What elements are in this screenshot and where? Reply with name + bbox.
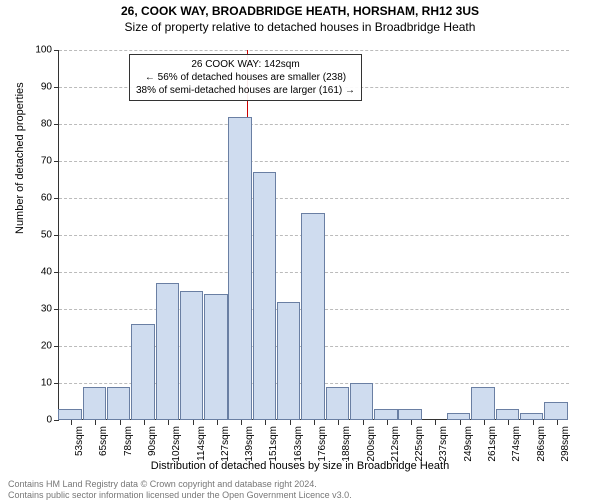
x-tick [95,420,96,425]
x-tick [71,420,72,425]
x-tick [290,420,291,425]
x-tick-label: 261sqm [487,426,498,462]
y-tick-label: 40 [22,267,52,278]
histogram-bar [107,387,130,420]
x-tick-label: 139sqm [244,426,255,462]
x-tick-label: 127sqm [220,426,231,462]
x-tick [533,420,534,425]
x-tick [387,420,388,425]
x-tick [363,420,364,425]
x-tick [508,420,509,425]
histogram-bar [156,283,179,420]
x-tick [241,420,242,425]
histogram-bar [326,387,349,420]
histogram-bar [228,117,251,420]
histogram-bar [374,409,397,420]
chart-address-title: 26, COOK WAY, BROADBRIDGE HEATH, HORSHAM… [0,4,600,18]
x-tick-label: 163sqm [293,426,304,462]
histogram-bar [496,409,519,420]
histogram-bar [58,409,81,420]
x-tick-label: 237sqm [438,426,449,462]
x-tick-label: 176sqm [317,426,328,462]
y-tick-label: 90 [22,82,52,93]
histogram-bar [180,291,203,421]
x-tick [435,420,436,425]
histogram-bar [204,294,227,420]
x-tick-label: 225sqm [414,426,425,462]
histogram-bar [471,387,494,420]
chart-plot-area: 010203040506070809010053sqm65sqm78sqm90s… [58,50,568,420]
y-tick-label: 20 [22,341,52,352]
x-tick-label: 65sqm [98,426,109,456]
histogram-bar [447,413,470,420]
x-tick [557,420,558,425]
chart-subtitle: Size of property relative to detached ho… [0,20,600,34]
footer-line-2: Contains public sector information licen… [8,490,592,501]
histogram-bar [350,383,373,420]
x-tick-label: 274sqm [511,426,522,462]
x-tick-label: 78sqm [123,426,134,456]
x-tick [120,420,121,425]
histogram-bar [131,324,154,420]
x-tick [460,420,461,425]
x-tick-label: 90sqm [147,426,158,456]
histogram-bar [398,409,421,420]
x-tick [144,420,145,425]
y-tick-label: 0 [22,415,52,426]
histogram-bar [301,213,324,420]
y-tick-label: 70 [22,156,52,167]
x-tick-label: 298sqm [560,426,571,462]
y-tick-label: 10 [22,378,52,389]
y-tick-label: 50 [22,230,52,241]
y-tick-label: 80 [22,119,52,130]
footer-line-1: Contains HM Land Registry data © Crown c… [8,479,592,490]
x-tick-label: 114sqm [196,426,207,461]
x-tick [484,420,485,425]
x-tick-label: 212sqm [390,426,401,462]
x-tick-label: 188sqm [341,426,352,462]
x-tick-label: 200sqm [366,426,377,462]
x-tick [338,420,339,425]
x-tick [168,420,169,425]
copyright-footer: Contains HM Land Registry data © Crown c… [8,479,592,501]
x-tick [411,420,412,425]
histogram-bar [253,172,276,420]
histogram-bar [277,302,300,420]
x-tick [265,420,266,425]
histogram-bar [83,387,106,420]
x-tick-label: 53sqm [74,426,85,456]
x-tick [217,420,218,425]
x-tick [193,420,194,425]
x-tick-label: 286sqm [536,426,547,462]
x-tick-label: 102sqm [171,426,182,462]
histogram-bar [544,402,567,421]
y-tick [54,420,59,421]
histogram-bars [58,50,568,420]
x-tick-label: 151sqm [268,426,279,462]
x-tick [314,420,315,425]
y-tick-label: 60 [22,193,52,204]
histogram-bar [520,413,543,420]
y-tick-label: 30 [22,304,52,315]
x-axis-label: Distribution of detached houses by size … [0,460,600,472]
y-tick-label: 100 [22,45,52,56]
x-tick-label: 249sqm [463,426,474,462]
